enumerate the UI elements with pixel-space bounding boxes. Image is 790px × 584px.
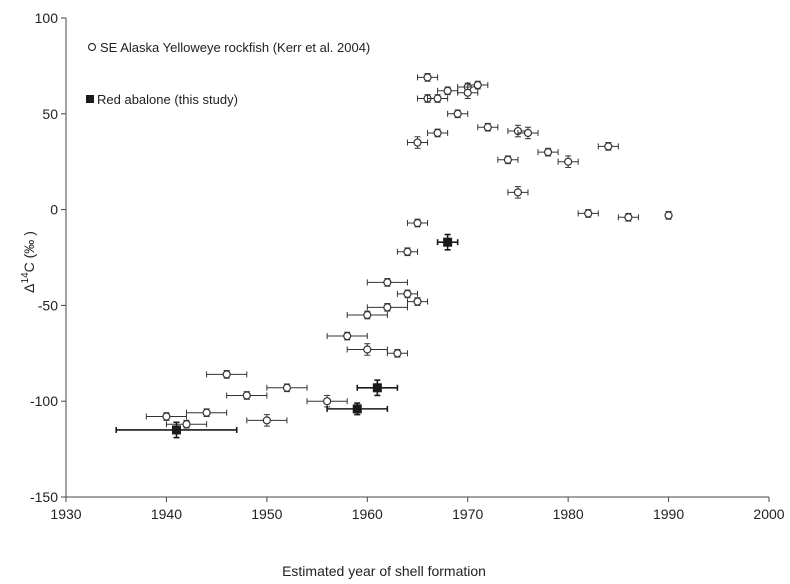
data-point-rockfish: [473, 80, 482, 90]
legend-label-rockfish: SE Alaska Yelloweye rockfish (Kerr et al…: [100, 40, 370, 55]
data-point-rockfish: [523, 128, 533, 138]
y-tick-label: -50: [38, 297, 58, 313]
y-ticks: 100 50 0 -50 -100 -150: [30, 10, 66, 505]
x-tick-label: 1930: [50, 506, 81, 522]
data-point-rockfish: [363, 345, 372, 354]
series-rockfish: [145, 73, 673, 429]
x-tick-label: 1980: [553, 506, 584, 522]
data-point-rockfish: [202, 408, 211, 417]
data-point-rockfish: [513, 188, 523, 197]
x-tick-label: 1960: [352, 506, 383, 522]
y-tick-label: 100: [35, 10, 59, 26]
legend-item-abalone: Red abalone (this study): [86, 92, 238, 107]
x-tick-label: 1990: [653, 506, 684, 522]
axes: [65, 18, 769, 498]
data-point-rockfish: [282, 383, 292, 392]
data-point-rockfish: [443, 86, 452, 95]
data-point-rockfish: [383, 278, 392, 287]
data-point-rockfish: [483, 123, 492, 132]
data-point-abalone: [372, 383, 382, 393]
series-abalone: [115, 233, 459, 439]
data-point-rockfish: [363, 310, 372, 320]
data-point-rockfish: [413, 297, 422, 306]
data-point-rockfish: [624, 213, 633, 222]
data-point-rockfish: [423, 73, 432, 82]
data-point-rockfish: [463, 88, 472, 97]
data-point-rockfish: [383, 303, 392, 312]
data-point-rockfish: [664, 211, 673, 220]
data-point-rockfish: [323, 397, 332, 406]
data-point-abalone: [443, 237, 453, 247]
data-point-rockfish: [604, 142, 613, 151]
y-axis-title: Δ14C (‰ ): [20, 231, 37, 293]
y-tick-label: 0: [50, 202, 58, 218]
legend-item-rockfish: SE Alaska Yelloweye rockfish (Kerr et al…: [87, 40, 370, 55]
legend: SE Alaska Yelloweye rockfish (Kerr et al…: [86, 40, 370, 107]
data-point-rockfish: [242, 391, 251, 400]
data-point-rockfish: [403, 289, 412, 299]
x-tick-label: 2000: [753, 506, 784, 522]
y-tick-label: -150: [30, 489, 58, 505]
y-axis-title-rest: C (‰ ): [21, 231, 37, 272]
data-point-rockfish: [584, 209, 593, 218]
data-point-rockfish: [403, 247, 412, 256]
x-axis-title: Estimated year of shell formation: [282, 563, 486, 579]
x-ticks: 1930 1940 1950 1960 1970 1980 1990 2000: [50, 497, 785, 522]
legend-marker-rockfish: [87, 42, 97, 52]
data-point-rockfish: [162, 412, 171, 421]
y-axis-title-prefix: Δ: [21, 283, 37, 292]
data-point-rockfish: [543, 148, 553, 157]
data-point-rockfish: [222, 370, 231, 379]
data-point-rockfish: [453, 109, 462, 118]
y-axis-title-sup: 14: [20, 272, 31, 284]
y-tick-label: 50: [42, 106, 58, 122]
data-point-rockfish: [343, 331, 352, 341]
data-point-abalone: [171, 425, 181, 435]
data-point-rockfish: [413, 218, 422, 228]
x-tick-label: 1950: [251, 506, 282, 522]
y-tick-label: -100: [30, 393, 58, 409]
data-point-rockfish: [433, 94, 442, 103]
data-point-rockfish: [413, 138, 422, 147]
data-point-rockfish: [564, 157, 573, 166]
data-point-rockfish: [503, 155, 512, 164]
data-point-rockfish: [433, 128, 442, 138]
data-point-rockfish: [393, 349, 402, 358]
series-layer: [115, 73, 673, 439]
legend-label-abalone: Red abalone (this study): [97, 92, 238, 107]
data-point-rockfish: [182, 420, 191, 429]
x-tick-label: 1970: [452, 506, 483, 522]
data-point-rockfish: [262, 416, 271, 425]
legend-marker-abalone: [86, 95, 94, 103]
data-point-abalone: [352, 404, 362, 414]
x-tick-label: 1940: [151, 506, 182, 522]
